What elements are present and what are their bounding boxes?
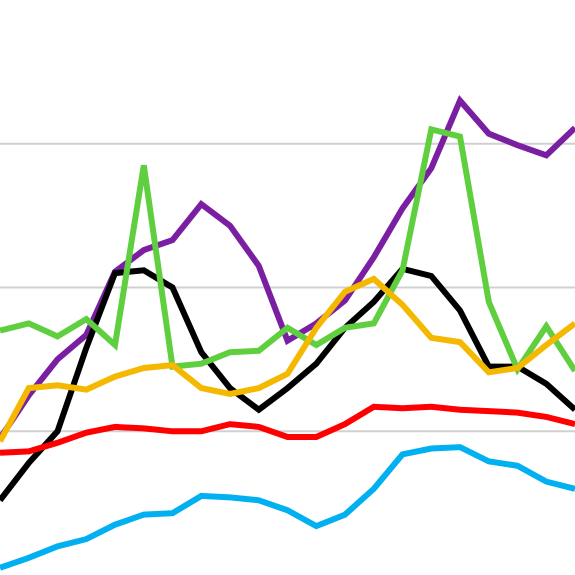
series-line-4 <box>0 275 575 443</box>
series-lines <box>0 95 575 571</box>
series-line-5 <box>0 403 575 456</box>
series-line-1 <box>0 95 575 441</box>
series-line-6 <box>0 444 575 571</box>
series-line-3 <box>0 125 575 376</box>
series-line-2 <box>0 265 575 503</box>
